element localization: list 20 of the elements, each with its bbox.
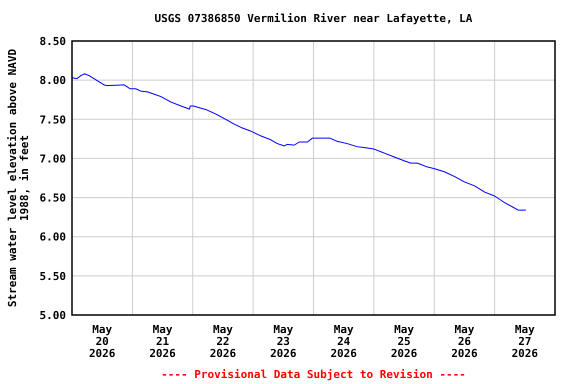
y-tick-label: 7.50	[40, 113, 66, 126]
x-tick-label: May 22 2026	[210, 323, 237, 360]
x-tick-label: May 27 2026	[512, 323, 538, 360]
y-tick-label: 7.00	[40, 152, 66, 166]
x-tick-label: May 24 2026	[330, 323, 358, 360]
x-tick-label: May 26 2026	[451, 323, 478, 360]
y-axis-title: Stream water level elevation above NAVD 1988, in feet	[6, 48, 31, 308]
chart-title: USGS 07386850 Vermilion River near Lafayette, LA	[154, 12, 473, 25]
x-tick-label: May 20 2026	[88, 323, 116, 360]
y-tick-label: 6.00	[40, 230, 66, 244]
y-tick-label: 5.50	[40, 270, 66, 283]
y-tick-label: 6.50	[40, 192, 66, 205]
y-tick-label: 8.00	[40, 74, 66, 88]
line-series	[72, 73, 526, 211]
x-tick-label: May 21 2026	[149, 323, 176, 360]
y-tick-label: 5.00	[40, 309, 66, 322]
x-tick-label: May 23 2026	[270, 323, 297, 360]
x-tick-label: May 25 2026	[390, 323, 418, 360]
y-tick-label: 8.50	[40, 35, 66, 48]
text: ---- Provisional Data Subject to Revision ----	[161, 368, 466, 381]
